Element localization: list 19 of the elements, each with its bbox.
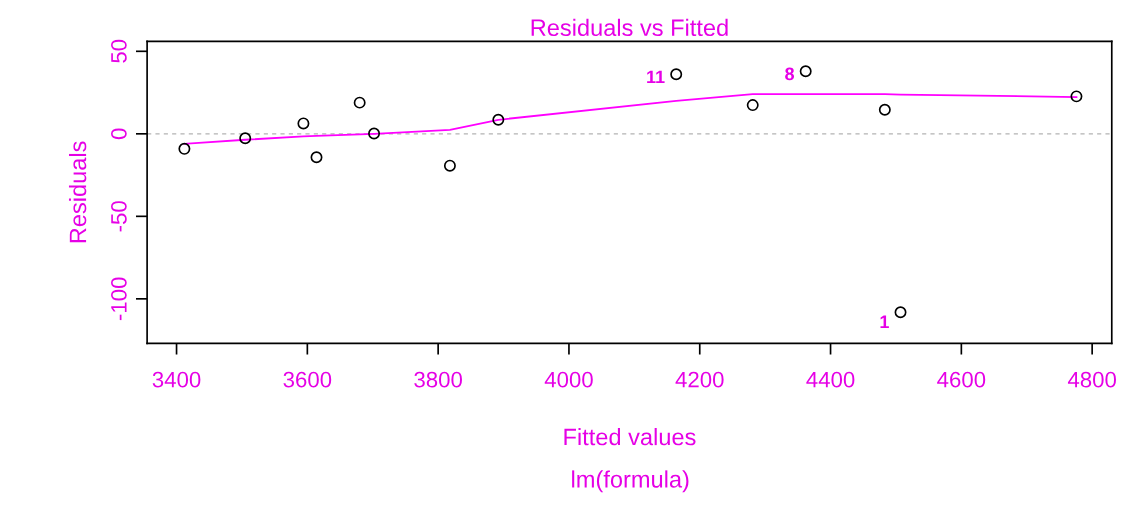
annotation: 11 <box>647 70 665 84</box>
x-tick-label: 4200 <box>675 371 724 388</box>
x-axis-title: Fitted values <box>564 428 696 446</box>
x-tick-label: 4000 <box>544 371 593 388</box>
y-tick-label: 50 <box>111 39 127 63</box>
y-tick-label: -100 <box>111 277 127 321</box>
x-tick-label: 3600 <box>283 371 332 388</box>
y-tick-label: -50 <box>111 201 127 232</box>
y-tick-label: 0 <box>111 128 127 140</box>
chart-title: Residuals vs Fitted <box>531 18 728 37</box>
x-tick-label: 4800 <box>1067 371 1116 388</box>
x-tick-label: 3800 <box>414 371 462 388</box>
annotation: 1 <box>880 315 889 328</box>
x-tick-label: 4600 <box>937 371 986 388</box>
y-axis-title: Residuals <box>68 141 87 243</box>
x-tick-label: 4400 <box>806 371 855 388</box>
annotation: 8 <box>785 67 795 81</box>
x-tick-label: 3400 <box>152 371 201 388</box>
text: lm(formula) <box>572 470 689 493</box>
